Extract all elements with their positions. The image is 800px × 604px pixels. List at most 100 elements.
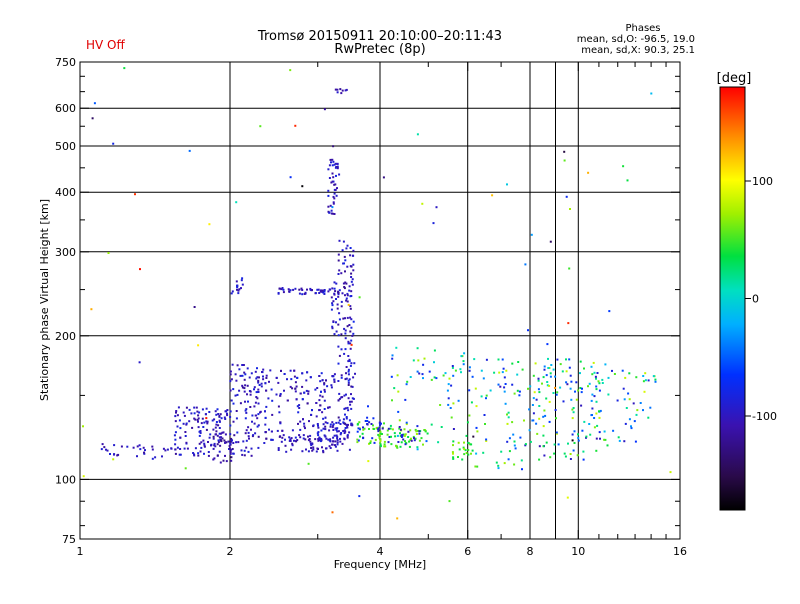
echo-point (349, 400, 351, 403)
echo-point (258, 384, 261, 386)
echo-point (521, 368, 524, 371)
echo-point (248, 376, 251, 379)
echo-point (543, 454, 546, 457)
echo-point (582, 458, 585, 461)
echo-point (371, 437, 374, 440)
echo-point (288, 436, 291, 439)
echo-point (451, 451, 454, 454)
echo-point (252, 434, 255, 437)
echo-point (229, 433, 232, 436)
echo-point (633, 420, 636, 423)
echo-point (409, 376, 412, 378)
echo-point (508, 437, 511, 440)
echo-point (193, 406, 196, 409)
echo-point (231, 290, 234, 293)
echo-point (344, 407, 347, 410)
echo-point (323, 390, 326, 393)
echo-point (362, 428, 365, 431)
echo-point (264, 431, 267, 434)
echo-point (474, 465, 477, 468)
echo-point (391, 428, 394, 431)
echo-point (336, 443, 339, 446)
echo-point (235, 410, 238, 412)
echo-point (399, 445, 402, 448)
echo-point (332, 320, 335, 323)
echo-point (577, 433, 579, 436)
echo-point (317, 424, 319, 427)
echo-point (463, 453, 466, 456)
echo-point (182, 411, 185, 414)
echo-point (295, 385, 298, 388)
echo-point (538, 391, 541, 394)
echo-point (379, 439, 382, 442)
echo-point (527, 329, 529, 332)
echo-point (346, 436, 349, 439)
echo-point (323, 383, 326, 386)
echo-point (423, 357, 426, 360)
echo-point (290, 378, 293, 381)
echo-point (229, 424, 232, 427)
echo-point (260, 385, 263, 388)
echo-point (109, 453, 111, 455)
echo-point (345, 297, 348, 300)
echo-point (543, 409, 546, 412)
echo-point (193, 417, 196, 420)
echo-point (340, 376, 343, 379)
echo-point (237, 441, 240, 444)
echo-point (139, 448, 142, 451)
echo-point (564, 455, 567, 458)
echo-point (256, 425, 259, 428)
echo-point (323, 290, 326, 293)
echo-point (280, 288, 283, 291)
echo-point (537, 388, 540, 391)
echo-point (194, 447, 197, 450)
echo-point (205, 420, 208, 423)
echo-point (396, 374, 399, 377)
echo-point (203, 442, 206, 445)
echo-point (256, 417, 259, 420)
echo-point (350, 272, 353, 275)
echo-point (367, 405, 369, 408)
echo-point (332, 160, 335, 163)
echo-point (533, 391, 536, 394)
echo-point (622, 387, 625, 390)
echo-point (507, 416, 510, 419)
echo-point (343, 286, 346, 288)
echo-point (332, 201, 335, 204)
echo-point (262, 375, 264, 378)
echo-point (467, 453, 470, 456)
echo-point (328, 429, 331, 432)
echo-point (143, 452, 146, 455)
echo-point (346, 265, 349, 268)
echo-point (222, 459, 225, 462)
echo-point (271, 399, 274, 402)
echo-point (462, 446, 465, 449)
echo-point (396, 517, 399, 520)
echo-point (345, 416, 348, 418)
echo-point (320, 372, 323, 375)
echo-point (389, 427, 392, 430)
echo-point (542, 415, 545, 418)
echo-point (243, 387, 246, 390)
echo-point (437, 441, 440, 444)
echo-point (337, 293, 340, 296)
echo-point (336, 435, 339, 438)
echo-point (197, 417, 200, 420)
echo-point (214, 445, 217, 448)
echo-point (339, 88, 342, 91)
echo-point (595, 437, 598, 440)
echo-point (344, 430, 347, 433)
echo-point (264, 382, 267, 385)
echo-point (244, 432, 247, 435)
echo-point (190, 412, 193, 415)
echo-point (255, 377, 258, 380)
echo-point (323, 408, 326, 410)
echo-point (366, 416, 369, 419)
echo-point (393, 387, 396, 390)
echo-point (218, 427, 221, 429)
echo-point (328, 439, 331, 442)
echo-point (307, 439, 310, 442)
echo-point (184, 431, 187, 433)
echo-point (345, 372, 347, 375)
echo-point (342, 240, 345, 243)
